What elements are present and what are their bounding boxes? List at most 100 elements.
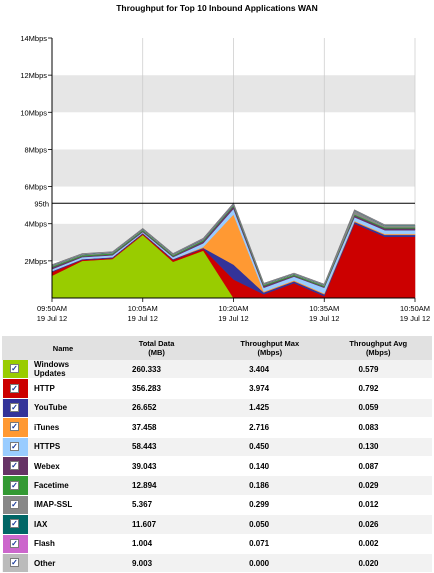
series-color-swatch: ✓	[2, 417, 28, 438]
series-color-swatch: ✓	[2, 514, 28, 535]
series-checkbox[interactable]: ✓	[10, 402, 19, 412]
series-checkbox[interactable]: ✓	[10, 422, 19, 432]
series-checkbox[interactable]: ✓	[10, 383, 19, 393]
y-tick-label: 10Mbps	[20, 108, 47, 117]
series-color-swatch: ✓	[2, 456, 28, 477]
x-tick-time: 10:35AM	[309, 304, 339, 313]
throughput-avg-value: 0.012	[324, 495, 432, 516]
y-tick-label: 2Mbps	[24, 257, 47, 266]
app-name: Windows Updates	[28, 360, 98, 380]
total-data-value: 39.043	[98, 456, 216, 477]
app-name: HTTPS	[28, 437, 98, 457]
x-tick-date: 19 Jul 12	[309, 314, 339, 323]
series-checkbox[interactable]: ✓	[10, 441, 19, 451]
series-checkbox[interactable]: ✓	[10, 364, 19, 374]
series-color-swatch: ✓	[2, 437, 28, 457]
app-name: Flash	[28, 534, 98, 554]
total-data-value: 26.652	[98, 398, 216, 419]
table-row: ✓ HTTPS 58.443 0.450 0.130	[2, 437, 432, 457]
series-checkbox[interactable]: ✓	[10, 538, 19, 548]
total-data-value: 12.894	[98, 475, 216, 496]
total-data-value: 58.443	[98, 437, 216, 457]
series-color-swatch: ✓	[2, 495, 28, 516]
app-name: Facetime	[28, 475, 98, 496]
x-tick-time: 10:50AM	[400, 304, 430, 313]
throughput-max-value: 0.071	[215, 534, 325, 554]
total-data-value: 37.458	[98, 417, 216, 438]
app-name: IMAP-SSL	[28, 495, 98, 516]
throughput-avg-value: 0.059	[324, 398, 432, 419]
applications-table: Name Total Data (MB) Throughput Max (Mbp…	[2, 336, 432, 573]
table-row: ✓ Windows Updates 260.333 3.404 0.579	[2, 360, 432, 380]
throughput-max-value: 3.974	[215, 378, 325, 399]
header-throughput-avg: Throughput Avg (Mbps)	[324, 336, 432, 360]
header-throughput-max: Throughput Max (Mbps)	[215, 336, 325, 360]
series-color-swatch: ✓	[2, 534, 28, 554]
series-checkbox[interactable]: ✓	[10, 519, 19, 529]
throughput-max-value: 0.000	[215, 553, 325, 573]
total-data-value: 1.004	[98, 534, 216, 554]
table-row: ✓ Other 9.003 0.000 0.020	[2, 553, 432, 573]
throughput-avg-value: 0.083	[324, 417, 432, 438]
throughput-avg-value: 0.026	[324, 514, 432, 535]
series-color-swatch: ✓	[2, 360, 28, 380]
throughput-max-value: 0.450	[215, 437, 325, 457]
app-name: iTunes	[28, 417, 98, 438]
header-total-data: Total Data (MB)	[98, 336, 216, 360]
total-data-value: 356.283	[98, 378, 216, 399]
series-color-swatch: ✓	[2, 378, 28, 399]
x-tick-date: 19 Jul 12	[218, 314, 248, 323]
throughput-max-value: 0.299	[215, 495, 325, 516]
table-row: ✓ IAX 11.607 0.050 0.026	[2, 514, 432, 535]
app-name: IAX	[28, 514, 98, 535]
y-tick-label: 14Mbps	[20, 34, 47, 43]
throughput-max-value: 1.425	[215, 398, 325, 419]
table-row: ✓ Flash 1.004 0.071 0.002	[2, 534, 432, 554]
throughput-avg-value: 0.020	[324, 553, 432, 573]
table-row: ✓ Webex 39.043 0.140 0.087	[2, 456, 432, 477]
throughput-avg-value: 0.579	[324, 360, 432, 380]
app-name: Webex	[28, 456, 98, 477]
series-checkbox[interactable]: ✓	[10, 499, 19, 509]
app-name: YouTube	[28, 398, 98, 419]
throughput-avg-value: 0.792	[324, 378, 432, 399]
y-tick-label: 12Mbps	[20, 71, 47, 80]
throughput-max-value: 2.716	[215, 417, 325, 438]
x-tick-date: 19 Jul 12	[128, 314, 158, 323]
series-checkbox[interactable]: ✓	[10, 461, 19, 471]
total-data-value: 5.367	[98, 495, 216, 516]
series-color-swatch: ✓	[2, 475, 28, 496]
total-data-value: 11.607	[98, 514, 216, 535]
chart-title: Throughput for Top 10 Inbound Applicatio…	[116, 3, 318, 13]
table-row: ✓ iTunes 37.458 2.716 0.083	[2, 417, 432, 438]
total-data-value: 260.333	[98, 360, 216, 380]
throughput-max-value: 0.050	[215, 514, 325, 535]
throughput-max-value: 0.140	[215, 456, 325, 477]
throughput-chart: 95th 14Mbps 12Mbps 10Mbps 8Mbps 6Mbps 4Mbps 2Mb…	[20, 34, 430, 323]
y-tick-label: 8Mbps	[24, 145, 47, 154]
series-checkbox[interactable]: ✓	[10, 480, 19, 490]
throughput-avg-value: 0.130	[324, 437, 432, 457]
table-header-row: Name Total Data (MB) Throughput Max (Mbp…	[2, 336, 432, 360]
app-name: Other	[28, 553, 98, 573]
app-name: HTTP	[28, 378, 98, 399]
throughput-max-value: 0.186	[215, 475, 325, 496]
series-color-swatch: ✓	[2, 553, 28, 573]
throughput-max-value: 3.404	[215, 360, 325, 380]
header-name: Name	[28, 336, 98, 360]
x-tick-date: 19 Jul 12	[37, 314, 67, 323]
header-swatch	[2, 336, 28, 360]
series-checkbox[interactable]: ✓	[10, 558, 19, 568]
y-tick-label: 4Mbps	[24, 220, 47, 229]
table-row: ✓ IMAP-SSL 5.367 0.299 0.012	[2, 495, 432, 516]
throughput-avg-value: 0.002	[324, 534, 432, 554]
table-row: ✓ Facetime 12.894 0.186 0.029	[2, 475, 432, 496]
y-tick-label: 6Mbps	[24, 183, 47, 192]
x-tick-time: 10:20AM	[218, 304, 248, 313]
total-data-value: 9.003	[98, 553, 216, 573]
series-color-swatch: ✓	[2, 398, 28, 419]
x-tick-time: 09:50AM	[37, 304, 67, 313]
percentile-95-label: 95th	[34, 199, 49, 208]
throughput-avg-value: 0.087	[324, 456, 432, 477]
x-tick-time: 10:05AM	[128, 304, 158, 313]
